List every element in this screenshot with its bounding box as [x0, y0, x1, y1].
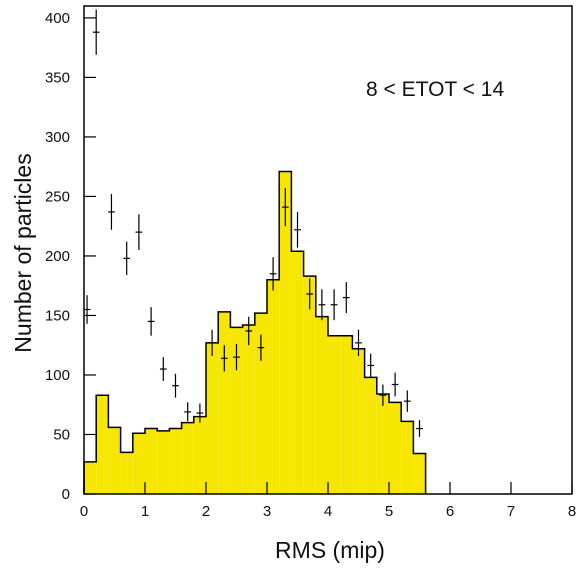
x-tick-label-4: 4: [324, 503, 332, 520]
data-point-26: [403, 390, 411, 412]
data-point-19: [318, 289, 326, 321]
data-point-12: [233, 344, 240, 371]
histogram-bin-27: [413, 453, 426, 494]
data-point-3: [123, 241, 131, 275]
data-point-16: [281, 188, 289, 227]
data-point-1: [92, 9, 100, 55]
data-point-11: [220, 345, 228, 372]
data-point-18: [306, 278, 314, 310]
data-point-7: [172, 373, 179, 398]
histogram-bin-6: [157, 430, 170, 494]
x-tick-label-0: 0: [80, 503, 88, 520]
y-tick-label-3: 150: [45, 307, 70, 324]
data-point-5: [147, 307, 155, 336]
data-point-25: [391, 372, 399, 397]
histogram-bin-20: [328, 335, 341, 494]
histogram-bin-9: [193, 416, 206, 494]
data-point-2: [108, 194, 115, 230]
histogram-bin-4: [132, 433, 145, 494]
tick-labels: 0 1 2 3 4 5 6 7 8 0 50 100 150 200 250 300 350 400: [45, 10, 576, 520]
histogram-bin-2: [108, 427, 121, 494]
y-tick-label-6: 300: [45, 129, 70, 146]
histogram-bin-22: [352, 348, 365, 494]
histogram-bin-17: [291, 251, 304, 494]
histogram-bin-8: [181, 422, 194, 494]
data-point-4: [135, 214, 143, 250]
data-point-21: [342, 282, 350, 314]
y-tick-label-0: 0: [62, 486, 70, 503]
histogram-bin-25: [389, 402, 402, 494]
y-tick-label-1: 50: [53, 426, 70, 443]
histogram-bin-3: [120, 452, 133, 494]
data-point-8: [184, 402, 192, 422]
x-tick-label-6: 6: [446, 503, 454, 520]
histogram-bin-11: [218, 311, 231, 494]
x-tick-label-5: 5: [385, 503, 393, 520]
histogram-bin-18: [303, 276, 316, 494]
histogram-bin-0: [84, 461, 97, 494]
y-tick-label-2: 100: [45, 367, 70, 384]
histogram-bin-26: [401, 421, 414, 494]
histogram-bin-19: [315, 316, 328, 494]
histogram-bin-7: [169, 428, 182, 494]
data-point-0: [83, 295, 91, 324]
histogram-bin-21: [340, 335, 353, 494]
data-point-20: [330, 289, 338, 321]
x-axis-title: RMS (mip): [275, 537, 385, 563]
energy-range-annotation: 8 < ETOT < 14: [366, 78, 504, 101]
histogram-outline: [83, 170, 427, 494]
data-point-22: [355, 329, 362, 356]
data-point-17: [294, 211, 301, 248]
data-point-27: [416, 420, 423, 437]
data-point-9: [196, 403, 204, 423]
histogram-bin-15: [267, 279, 280, 494]
data-point-24: [379, 384, 387, 406]
y-axis-title: Number of particles: [10, 153, 36, 352]
histogram-bin-14: [254, 313, 267, 494]
histogram-bin-10: [206, 342, 219, 494]
y-tick-label-7: 350: [45, 69, 70, 86]
x-tick-label-3: 3: [263, 503, 271, 520]
histogram-bin-23: [364, 377, 377, 494]
data-point-6: [159, 357, 167, 381]
data-point-23: [367, 353, 375, 378]
histogram-bin-13: [242, 324, 255, 494]
data-points-layer: [83, 9, 423, 437]
data-point-10: [208, 329, 216, 356]
y-tick-label-4: 200: [45, 248, 70, 265]
x-tick-label-2: 2: [202, 503, 210, 520]
y-tick-label-8: 400: [45, 10, 70, 27]
axis-ticks: [83, 17, 573, 495]
histogram-bin-1: [96, 395, 109, 494]
data-point-14: [257, 334, 265, 361]
data-point-15: [269, 257, 277, 291]
x-tick-label-1: 1: [141, 503, 149, 520]
x-tick-label-8: 8: [568, 503, 576, 520]
histogram-bin-12: [230, 327, 243, 494]
x-tick-label-7: 7: [507, 503, 515, 520]
histogram-bin-5: [145, 428, 158, 494]
y-tick-label-5: 250: [45, 188, 70, 205]
data-point-13: [245, 316, 253, 346]
histogram-bin-24: [376, 394, 389, 494]
histogram-bin-16: [279, 171, 292, 494]
histogram-layer: [83, 170, 427, 494]
